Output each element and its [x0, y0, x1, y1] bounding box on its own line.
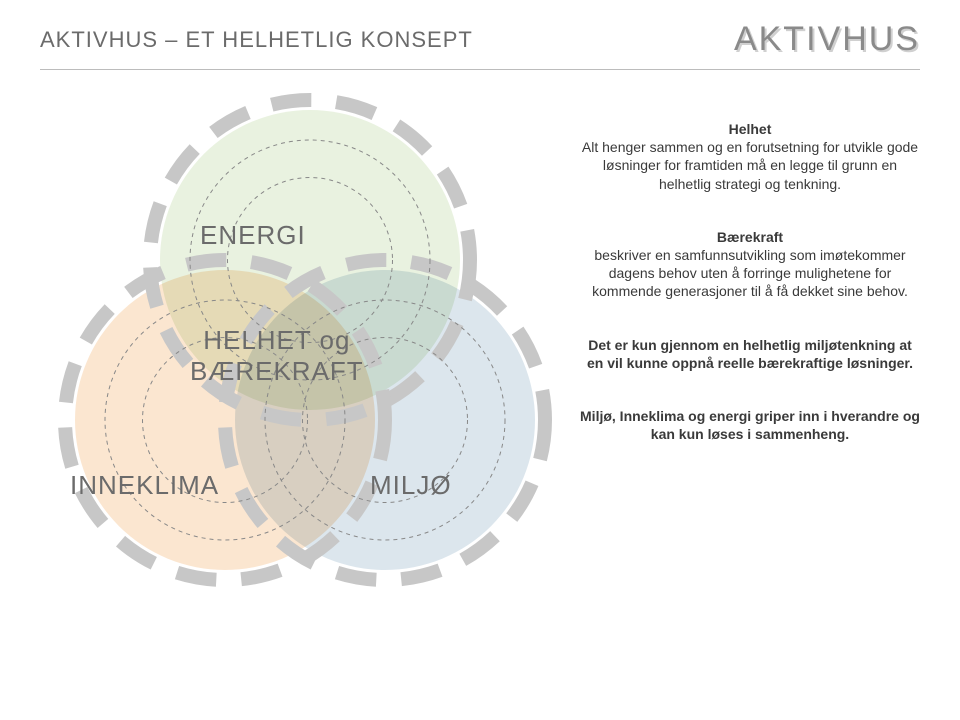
- label-inneklima: INNEKLIMA: [70, 470, 219, 501]
- para-baerekraft: Bærekraft beskriver en samfunnsutvikling…: [580, 228, 920, 301]
- side-text: Helhet Alt henger sammen og en forutsetn…: [580, 90, 920, 630]
- label-miljo: MILJØ: [370, 470, 452, 501]
- para-3: Det er kun gjennom en helhetlig miljøten…: [580, 336, 920, 372]
- header: AKTIVHUS – ET HELHETLIG KONSEPT AKTIVHUS: [0, 0, 960, 69]
- brand-logo: AKTIVHUS: [734, 20, 920, 59]
- para-helhet: Helhet Alt henger sammen og en forutsetn…: [580, 120, 920, 193]
- para-helhet-h: Helhet: [729, 121, 772, 137]
- para-baerekraft-h: Bærekraft: [717, 229, 783, 245]
- para-3-t: Det er kun gjennom en helhetlig miljøten…: [587, 337, 913, 371]
- page-title: AKTIVHUS – ET HELHETLIG KONSEPT: [40, 27, 473, 53]
- label-center: HELHET og BÆREKRAFT: [190, 325, 364, 387]
- para-baerekraft-t: beskriver en samfunnsutvikling som imøte…: [592, 247, 908, 299]
- para-4-t: Miljø, Inneklima og energi griper inn i …: [580, 408, 920, 442]
- para-4: Miljø, Inneklima og energi griper inn i …: [580, 407, 920, 443]
- main-content: ENERGI INNEKLIMA MILJØ HELHET og BÆREKRA…: [0, 70, 960, 630]
- label-energi: ENERGI: [200, 220, 306, 251]
- venn-diagram: ENERGI INNEKLIMA MILJØ HELHET og BÆREKRA…: [40, 90, 580, 630]
- para-helhet-t: Alt henger sammen og en forutsetning for…: [582, 139, 918, 191]
